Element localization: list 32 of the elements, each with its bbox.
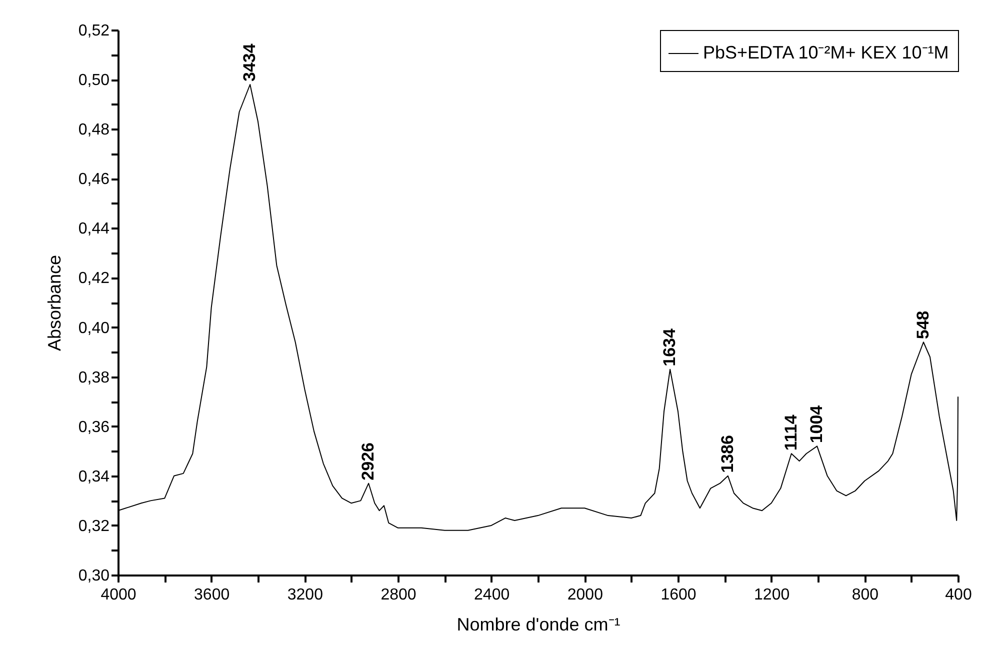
y-tick-label: 0,32 — [78, 518, 110, 535]
annotation: 1386 — [718, 435, 737, 473]
y-tick-label: 0,42 — [78, 270, 110, 288]
x-tick-label: 2800 — [380, 586, 416, 604]
x-tick-label: 400 — [945, 586, 972, 604]
y-tick-label: 0,46 — [78, 171, 110, 188]
y-tick-label: 0,30 — [78, 568, 110, 584]
y-tick-label: 0,40 — [78, 320, 110, 337]
annotation: 1004 — [807, 404, 826, 444]
y-tick-label: 0,38 — [78, 369, 110, 386]
x-tick-label: 4000 — [100, 586, 136, 604]
y-tick-label: 0,52 — [78, 22, 110, 40]
y-tick-label: 0,36 — [78, 418, 110, 436]
x-tick-label: 3200 — [287, 586, 324, 604]
y-axis-title: Absorbance — [44, 254, 64, 352]
x-tick-label: 1600 — [660, 586, 696, 604]
y-tick-label: 0,44 — [78, 220, 110, 238]
x-tick-label: 2000 — [567, 586, 604, 604]
annotation: 3434 — [240, 43, 260, 82]
annotation: 1114 — [781, 414, 800, 451]
x-tick-label: 3600 — [194, 586, 230, 604]
y-tick-label: 0,34 — [78, 468, 110, 486]
y-tick-label: 0,48 — [78, 122, 110, 139]
x-tick-label: 800 — [852, 586, 879, 604]
legend-label: PbS+EDTA 10⁻²M+ KEX 10⁻¹M — [703, 42, 949, 62]
x-tick-label: 2400 — [474, 586, 510, 604]
y-tick-label: 0,50 — [78, 72, 110, 90]
annotation: 2926 — [358, 442, 378, 480]
x-axis-title: Nombre d'onde cm⁻¹ — [456, 614, 620, 634]
annotation: 1634 — [660, 328, 680, 366]
x-tick-label: 1200 — [754, 586, 790, 604]
annotation: 548 — [913, 310, 932, 340]
